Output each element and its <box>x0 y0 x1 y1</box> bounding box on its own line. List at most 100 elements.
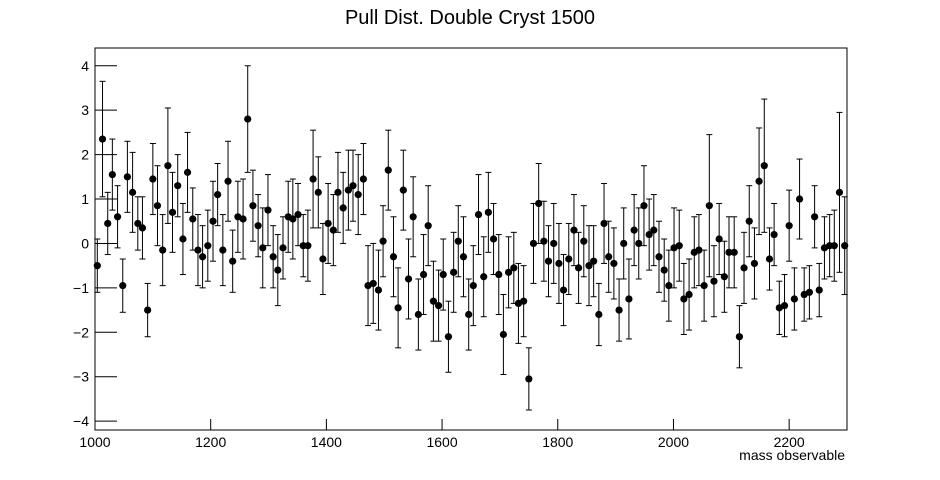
data-point <box>183 168 192 176</box>
data-point <box>615 306 623 314</box>
data-point <box>149 175 157 183</box>
data-point <box>730 248 738 256</box>
data-point <box>835 188 844 196</box>
y-tick-label: −2 <box>73 324 89 340</box>
y-tick-label: 1 <box>81 191 89 207</box>
data-point <box>98 135 107 143</box>
data-point <box>811 213 819 221</box>
data-point <box>484 208 492 216</box>
data-point <box>755 177 763 185</box>
data-point <box>349 182 357 190</box>
data-point <box>289 215 297 223</box>
data-point <box>344 186 352 194</box>
x-tick-label: 1000 <box>79 434 110 450</box>
data-point <box>590 257 598 265</box>
data-point <box>459 253 468 261</box>
data-point <box>489 235 498 243</box>
data-point <box>354 190 362 199</box>
data-point <box>454 237 462 245</box>
data-point <box>505 268 513 276</box>
data-point <box>535 199 543 208</box>
data-point <box>830 242 838 250</box>
data-point <box>495 270 503 279</box>
data-point <box>510 264 518 272</box>
data-point <box>620 239 628 248</box>
data-point <box>544 257 553 265</box>
data-point <box>239 215 247 223</box>
data-point <box>635 239 643 248</box>
data-point <box>700 282 708 290</box>
data-point <box>655 253 663 261</box>
data-point <box>144 306 152 314</box>
data-point <box>790 295 798 303</box>
data-point <box>189 215 197 223</box>
data-point <box>469 282 477 290</box>
y-tick-label: 4 <box>81 58 89 74</box>
y-tick-label: −1 <box>73 280 89 296</box>
data-point <box>399 186 407 194</box>
data-point <box>384 166 392 174</box>
data-point <box>650 226 658 234</box>
y-tick-label: 3 <box>81 102 89 118</box>
data-point <box>108 170 116 179</box>
data-point <box>123 173 131 181</box>
data-point <box>424 222 432 230</box>
data-point <box>164 162 172 170</box>
data-point <box>450 268 458 276</box>
data-point <box>675 242 683 250</box>
data-point <box>404 275 413 283</box>
data-point <box>720 273 728 281</box>
y-tick-label: 0 <box>81 235 89 251</box>
data-point <box>429 297 437 305</box>
data-point <box>550 239 558 248</box>
data-point <box>465 310 473 319</box>
data-point <box>138 224 147 232</box>
data-point <box>314 188 322 196</box>
data-point <box>680 295 688 303</box>
data-point <box>705 202 713 210</box>
data-point <box>795 195 804 203</box>
x-tick-label: 2200 <box>774 434 805 450</box>
data-point <box>574 264 583 272</box>
data-point <box>805 288 814 296</box>
y-tick-label: 2 <box>81 147 89 163</box>
data-point <box>304 242 312 250</box>
data-point <box>565 255 573 263</box>
data-point <box>841 242 849 250</box>
x-axis-label: mass observable <box>739 447 845 463</box>
data-point <box>264 206 272 214</box>
chart-title: Pull Dist. Double Cryst 1500 <box>345 7 595 29</box>
data-point <box>474 210 483 219</box>
data-point <box>540 237 548 245</box>
y-tick-label: −4 <box>73 413 89 429</box>
data-point <box>414 310 422 319</box>
data-point <box>785 222 793 230</box>
data-point <box>585 262 593 270</box>
data-point <box>179 235 187 243</box>
data-point <box>374 286 383 294</box>
data-point <box>324 219 332 228</box>
data-point <box>153 202 162 210</box>
x-tick-label: 1800 <box>542 434 573 450</box>
data-point <box>174 182 182 190</box>
data-point <box>269 253 277 261</box>
data-point <box>685 290 693 299</box>
data-point <box>259 244 267 252</box>
data-point <box>595 310 603 319</box>
data-point <box>444 333 453 341</box>
data-point <box>715 235 723 243</box>
data-point <box>750 259 759 268</box>
data-point <box>815 286 823 294</box>
data-point <box>419 270 428 279</box>
data-point <box>334 188 342 196</box>
y-tick-label: −3 <box>73 369 89 385</box>
data-point <box>309 175 317 183</box>
data-point <box>765 255 774 263</box>
data-point <box>119 282 127 290</box>
x-tick-label: 1600 <box>426 434 457 450</box>
data-point <box>209 217 217 225</box>
data-point <box>194 246 202 254</box>
data-point <box>159 246 167 254</box>
